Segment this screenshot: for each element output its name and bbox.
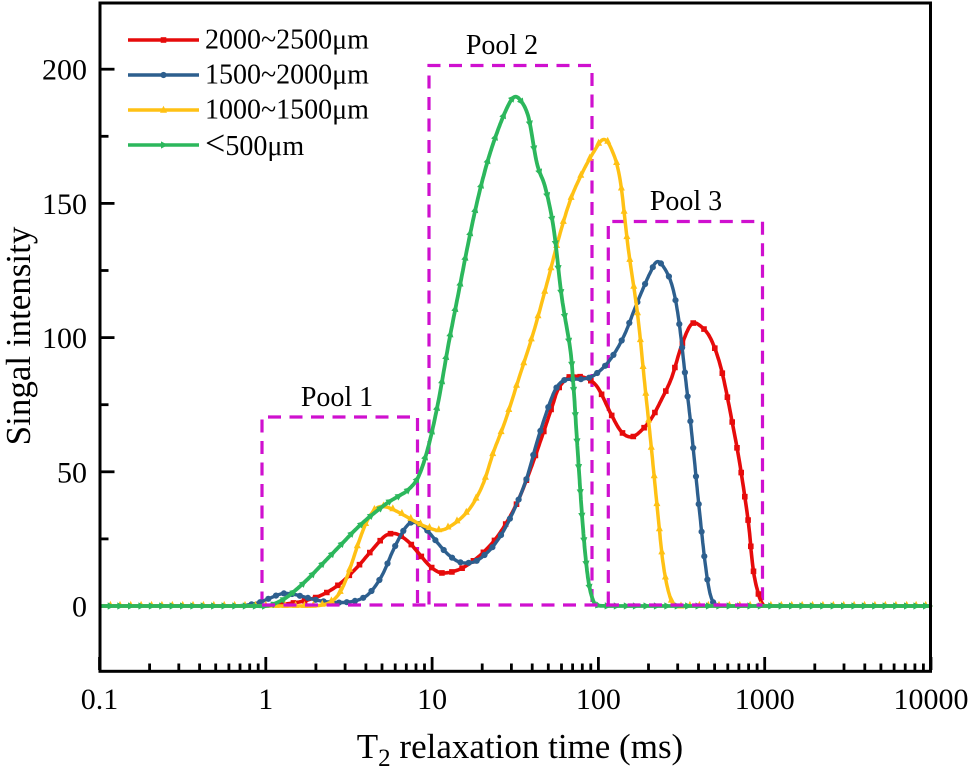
svg-text:50: 50 — [57, 456, 87, 489]
svg-text:100: 100 — [42, 322, 87, 355]
svg-text:0: 0 — [72, 591, 87, 624]
svg-text:200: 200 — [42, 54, 87, 87]
svg-text:150: 150 — [42, 188, 87, 221]
svg-text:10000: 10000 — [894, 683, 968, 716]
svg-text:1500~2000μm: 1500~2000μm — [205, 60, 369, 91]
svg-text:2000~2500μm: 2000~2500μm — [205, 25, 369, 56]
svg-text:Pool 1: Pool 1 — [301, 382, 373, 413]
svg-text:1000: 1000 — [735, 683, 795, 716]
svg-text:1: 1 — [258, 683, 273, 716]
svg-text:Pool 3: Pool 3 — [650, 186, 722, 217]
svg-text:100: 100 — [576, 683, 621, 716]
svg-text:10: 10 — [417, 683, 447, 716]
svg-text:T2 relaxation time (ms): T2 relaxation time (ms) — [357, 727, 683, 772]
svg-text:Singal intensity: Singal intensity — [0, 226, 38, 445]
svg-text:0.1: 0.1 — [81, 683, 119, 716]
svg-text:1000~1500μm: 1000~1500μm — [205, 95, 369, 126]
svg-text:Pool 2: Pool 2 — [466, 30, 538, 61]
